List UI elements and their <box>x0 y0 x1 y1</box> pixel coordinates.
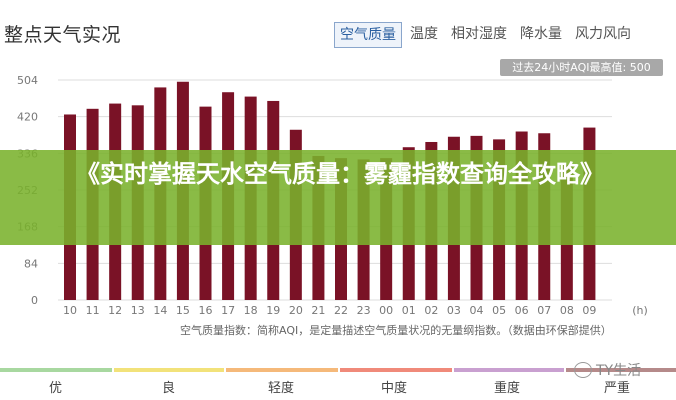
y-tick-label: 420 <box>17 111 38 124</box>
x-tick-label: 23 <box>357 304 371 317</box>
y-tick-label: 504 <box>17 74 38 87</box>
level-label-good: 良 <box>162 381 176 396</box>
tab-humidity[interactable]: 相对湿度 <box>451 26 507 42</box>
x-tick-label: 18 <box>244 304 258 317</box>
max-aqi-badge: 过去24小时AQI最高值: 500 <box>500 59 663 76</box>
tab-air-quality[interactable]: 空气质量 <box>334 22 402 48</box>
x-axis-unit: (h) <box>632 304 648 317</box>
x-axis-labels: 10 11 12 13 14 15 16 17 18 19 20 21 22 23 00 01 02 03 04 05… <box>63 304 596 317</box>
level-bar-moderate <box>340 368 452 372</box>
y-tick-label: 84 <box>24 257 38 270</box>
watermark: TY生活 <box>574 360 641 380</box>
level-label-moderate: 中度 <box>381 381 408 396</box>
x-tick-label: 08 <box>560 304 574 317</box>
x-tick-label: 03 <box>447 304 461 317</box>
y-tick-label: 0 <box>31 294 38 307</box>
page-header-title: 整点天气实况 <box>4 24 122 46</box>
x-tick-label: 11 <box>86 304 100 317</box>
x-tick-label: 05 <box>492 304 506 317</box>
x-tick-label: 14 <box>153 304 167 317</box>
level-label-light: 轻度 <box>268 381 295 396</box>
aqi-level-legend: 优 良 轻度 中度 重度 严重 <box>0 366 676 400</box>
x-tick-label: 04 <box>470 304 484 317</box>
x-tick-label: 19 <box>266 304 280 317</box>
title-banner <box>0 150 676 245</box>
aqi-note: 空气质量指数：简称AQI，是定量描述空气质量状况的无量纲指数。（数据由环保部提供… <box>180 324 612 337</box>
x-tick-label: 20 <box>289 304 303 317</box>
wechat-icon <box>574 362 592 378</box>
x-tick-label: 02 <box>424 304 438 317</box>
level-bar-heavy <box>454 368 564 372</box>
level-bar-good <box>114 368 224 372</box>
watermark-text: TY生活 <box>596 363 642 379</box>
tab-wind[interactable]: 风力风向 <box>575 26 631 42</box>
tab-temperature[interactable]: 温度 <box>410 26 438 42</box>
metric-tabs: 空气质量 温度 相对湿度 降水量 风力风向 <box>334 22 639 48</box>
level-label-severe: 严重 <box>604 381 631 396</box>
x-tick-label: 22 <box>334 304 348 317</box>
level-label-excellent: 优 <box>49 381 63 396</box>
x-tick-label: 00 <box>379 304 393 317</box>
x-tick-label: 17 <box>221 304 235 317</box>
x-tick-label: 09 <box>582 304 596 317</box>
x-tick-label: 15 <box>176 304 190 317</box>
level-bar-excellent <box>0 368 112 372</box>
x-tick-label: 12 <box>108 304 122 317</box>
x-tick-label: 07 <box>537 304 551 317</box>
level-label-heavy: 重度 <box>494 381 521 396</box>
level-bar-severe <box>566 368 676 372</box>
x-tick-label: 01 <box>402 304 416 317</box>
x-tick-label: 21 <box>311 304 325 317</box>
x-tick-label: 16 <box>199 304 213 317</box>
x-tick-label: 13 <box>131 304 145 317</box>
x-tick-label: 10 <box>63 304 77 317</box>
banner-title: 《实时掌握天水空气质量：雾霾指数查询全攻略》 <box>76 160 604 188</box>
level-bar-light <box>226 368 338 372</box>
tab-precipitation[interactable]: 降水量 <box>520 26 562 42</box>
x-tick-label: 06 <box>515 304 529 317</box>
